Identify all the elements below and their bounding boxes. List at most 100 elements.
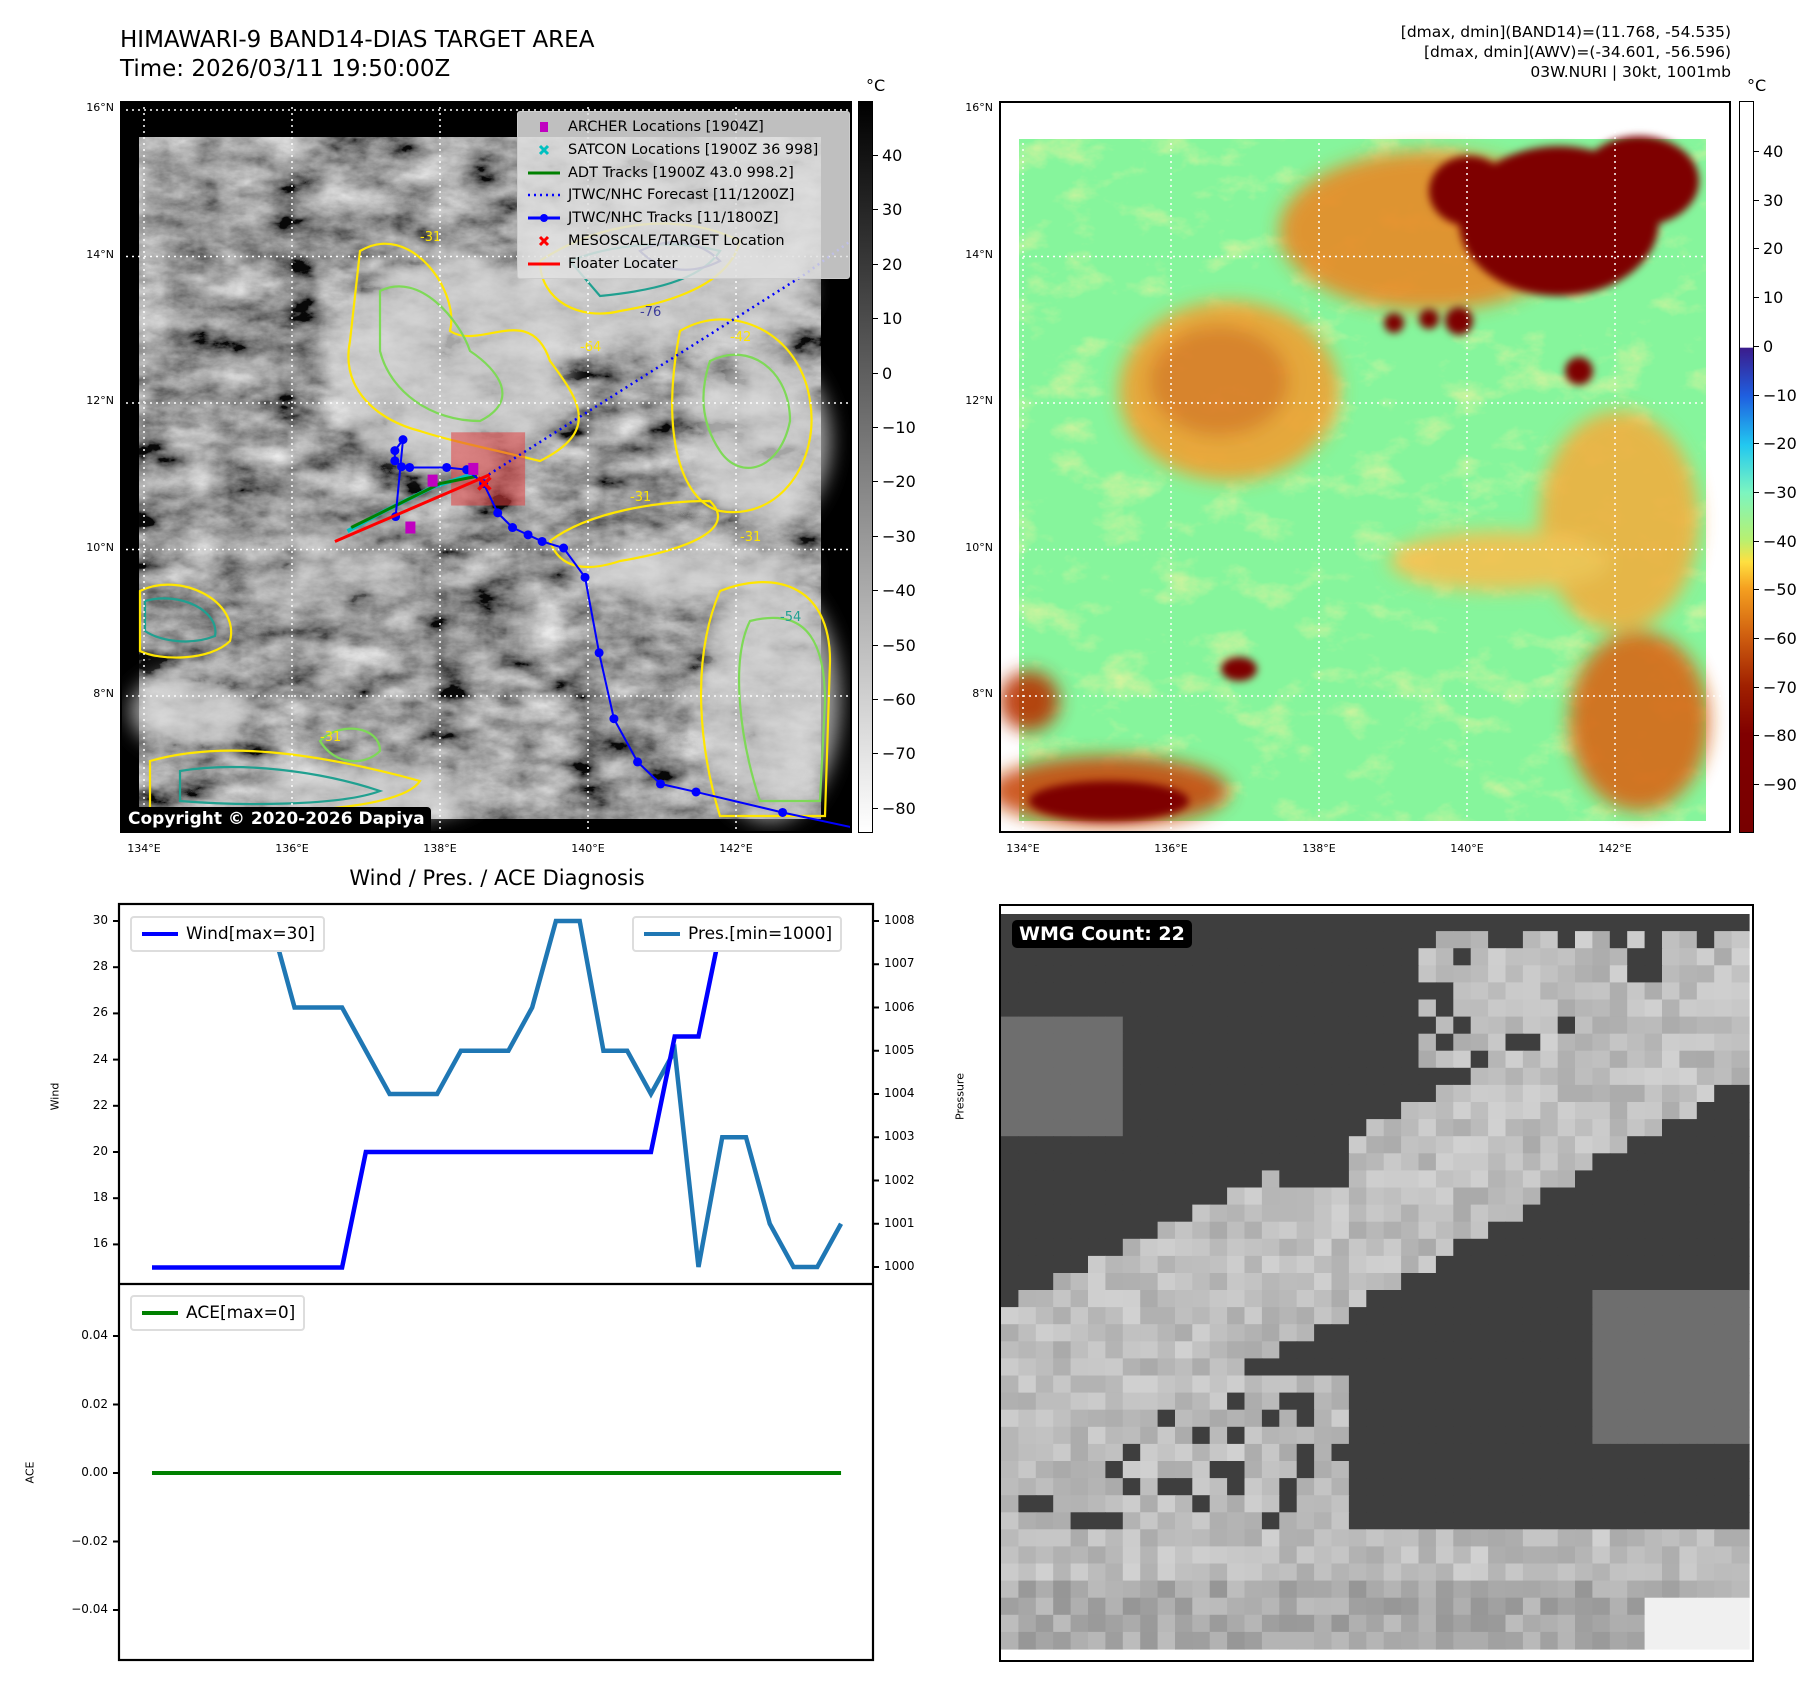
wmg-pixel bbox=[1175, 1392, 1193, 1411]
colorbar-tick-label: −50 bbox=[1754, 580, 1797, 600]
wmg-pixel bbox=[1435, 1290, 1454, 1308]
wmg-pixel bbox=[1279, 1273, 1298, 1291]
wmg-pixel bbox=[1575, 1221, 1593, 1240]
wmg-pixel bbox=[1505, 1273, 1524, 1291]
wmg-pixel bbox=[1662, 1067, 1680, 1086]
wmg-pixel bbox=[1227, 914, 1246, 932]
wmg-pixel bbox=[1644, 1273, 1663, 1291]
wmg-pixel bbox=[1679, 1409, 1698, 1428]
wmg-pixel bbox=[1557, 1307, 1576, 1325]
wmg-pixel bbox=[1140, 1290, 1159, 1308]
wmg-pixel bbox=[1644, 1375, 1663, 1394]
wmg-pixel bbox=[1192, 982, 1211, 1001]
wmg-pixel bbox=[1105, 1016, 1124, 1035]
wmg-pixel bbox=[1227, 1546, 1246, 1565]
wmg-pixel bbox=[1679, 1478, 1698, 1496]
wmg-pixel bbox=[1070, 1614, 1089, 1633]
wmg-pixel bbox=[1731, 1478, 1750, 1496]
colorbar-tick-label: −30 bbox=[873, 526, 916, 546]
wmg-pixel bbox=[1592, 1358, 1611, 1377]
wmg-pixel bbox=[1522, 1290, 1541, 1308]
wmg-pixel bbox=[1575, 1512, 1593, 1530]
wmg-pixel bbox=[1088, 1546, 1106, 1565]
jtwc-track-point bbox=[523, 530, 533, 540]
wmg-pixel bbox=[1609, 1307, 1628, 1325]
wmg-pixel bbox=[1662, 1050, 1680, 1069]
wmg-pixel bbox=[1018, 1631, 1037, 1650]
wmg-pixel bbox=[1575, 1187, 1593, 1206]
wmg-pixel bbox=[1157, 1136, 1176, 1154]
wmg-pixel bbox=[1557, 1324, 1576, 1342]
wmg-pixel bbox=[1592, 1597, 1611, 1616]
time-line: Time: 2026/03/11 19:50:00Z bbox=[120, 56, 451, 82]
wmg-pixel bbox=[1209, 1033, 1228, 1052]
legend-label: MESOSCALE/TARGET Location bbox=[568, 233, 785, 249]
wmg-pixel bbox=[1227, 1358, 1246, 1377]
wmg-pixel bbox=[1714, 1358, 1733, 1377]
colorbar-tick-label: 10 bbox=[1753, 288, 1784, 308]
wmg-pixel bbox=[1627, 965, 1646, 983]
wmg-pixel bbox=[1296, 1580, 1315, 1599]
wmg-pixel bbox=[1122, 1084, 1141, 1103]
wmg-pixel bbox=[1679, 1238, 1698, 1257]
wmg-pixel bbox=[1209, 1461, 1228, 1479]
wmg-pixel bbox=[1279, 1375, 1298, 1394]
wmg-pixel bbox=[1105, 1529, 1124, 1547]
wmg-pixel bbox=[1209, 1016, 1228, 1035]
wmg-pixel bbox=[1662, 1546, 1680, 1565]
figure-title: HIMAWARI-9 BAND14-DIAS TARGET AREA Time: … bbox=[120, 26, 594, 84]
legend-label: SATCON Locations [1900Z 36 998] bbox=[568, 141, 819, 158]
wmg-pixel bbox=[1209, 1597, 1228, 1616]
wmg-pixel bbox=[1088, 1392, 1106, 1411]
wmg-pixel bbox=[1122, 1478, 1141, 1496]
wmg-pixel bbox=[1383, 1597, 1402, 1616]
wmg-pixel bbox=[1575, 1255, 1593, 1274]
wmg-pixel bbox=[1209, 982, 1228, 1001]
wmg-pixel bbox=[1662, 1631, 1680, 1650]
wmg-pixel bbox=[1366, 1563, 1385, 1582]
wmg-pixel bbox=[1557, 1614, 1576, 1633]
wmg-pixel bbox=[1366, 1341, 1385, 1359]
wmg-pixel bbox=[1053, 948, 1072, 966]
wmg-pixel bbox=[1401, 1392, 1420, 1411]
wmg-pixel bbox=[1366, 1290, 1385, 1308]
copyright-label: Copyright © 2020-2026 Dapiya bbox=[122, 807, 431, 831]
wmg-pixel bbox=[1261, 1512, 1280, 1530]
wmg-pixel bbox=[1209, 1255, 1228, 1274]
wmg-pixel bbox=[1627, 1119, 1646, 1137]
wmg-pixel bbox=[1227, 1324, 1246, 1342]
wmg-pixel bbox=[1140, 1614, 1159, 1633]
wmg-pixel bbox=[1209, 1614, 1228, 1633]
wmg-pixel bbox=[1540, 1597, 1559, 1616]
wmg-pixel bbox=[1540, 1170, 1559, 1189]
wmg-pixel bbox=[1696, 1290, 1715, 1308]
wmg-pixel bbox=[1348, 1478, 1367, 1496]
wmg-pixel bbox=[1522, 1136, 1541, 1154]
wmg-pixel bbox=[1070, 1102, 1089, 1120]
wmg-pixel bbox=[1140, 1255, 1159, 1274]
wmg-pixel bbox=[1470, 1290, 1489, 1308]
wmg-pixel bbox=[1662, 1512, 1680, 1530]
wmg-pixel bbox=[1209, 1307, 1228, 1325]
jtwc-track-point bbox=[537, 536, 547, 546]
wmg-pixel bbox=[1505, 965, 1524, 983]
wmg-pixel bbox=[1679, 1119, 1698, 1137]
wmg-pixel bbox=[1435, 1614, 1454, 1633]
wmg-pixel bbox=[1366, 914, 1385, 932]
wmg-pixel bbox=[1401, 1631, 1420, 1650]
wmg-pixel bbox=[1070, 1290, 1089, 1308]
wmg-pixel bbox=[1018, 1546, 1037, 1565]
wmg-pixel bbox=[1157, 1495, 1176, 1513]
wmg-pixel bbox=[1470, 1170, 1489, 1189]
wmg-pixel bbox=[1227, 1273, 1246, 1291]
wmg-pixel bbox=[1401, 1050, 1420, 1069]
wmg-pixel bbox=[1105, 1119, 1124, 1137]
wmg-pixel bbox=[1435, 1409, 1454, 1428]
wmg-pixel bbox=[1383, 1170, 1402, 1189]
wmg-pixel bbox=[1540, 1341, 1559, 1359]
wmg-pixel bbox=[1088, 965, 1106, 983]
wind-tick-label: 26 bbox=[92, 1005, 108, 1020]
awv-stats: [dmax, dmin](AWV)=(-34.601, -56.596) bbox=[1424, 43, 1731, 61]
wmg-pixel bbox=[1557, 1358, 1576, 1377]
wmg-pixel bbox=[1261, 1358, 1280, 1377]
